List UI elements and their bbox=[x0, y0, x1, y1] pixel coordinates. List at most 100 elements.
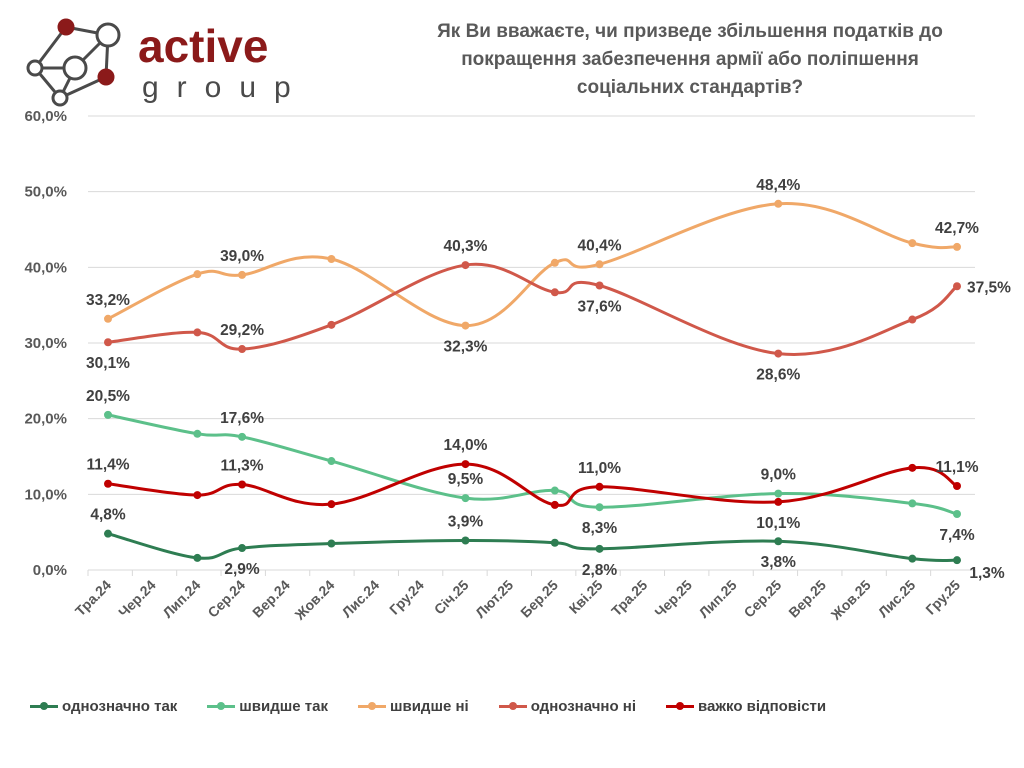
legend-item-4: однозначно ні bbox=[498, 697, 637, 715]
legend-line-marker-icon bbox=[357, 702, 386, 710]
data-label: 8,3% bbox=[582, 520, 618, 537]
data-point bbox=[774, 199, 783, 208]
data-point bbox=[193, 328, 202, 337]
data-label: 11,1% bbox=[935, 459, 978, 476]
title-line-2: покращення забезпечення армії або поліпш… bbox=[461, 49, 919, 70]
legend: однозначно так швидше так швидше ні однозна… bbox=[30, 693, 1010, 719]
data-label: 29,2% bbox=[220, 322, 264, 339]
data-label: 48,4% bbox=[756, 177, 800, 194]
data-point bbox=[327, 320, 336, 329]
series-group bbox=[104, 199, 961, 565]
legend-label: однозначно так bbox=[62, 697, 178, 715]
legend-line-marker-icon bbox=[30, 702, 58, 710]
data-label: 9,0% bbox=[761, 467, 797, 484]
data-point bbox=[908, 239, 917, 248]
series-line bbox=[106, 413, 959, 516]
line-chart: 0,0% 10,0% 20,0% 30,0% 40,0% 50,0% 60,0% Тра.2… bbox=[24, 108, 1011, 624]
y-tick-label: 60,0% bbox=[24, 108, 67, 125]
series-2 bbox=[104, 410, 961, 519]
series-line bbox=[106, 262, 959, 356]
series-line bbox=[106, 462, 959, 507]
series-3 bbox=[104, 199, 961, 330]
data-point bbox=[550, 538, 559, 547]
x-tick-label: Гру.24 bbox=[386, 577, 427, 618]
data-label: 37,6% bbox=[578, 298, 622, 315]
x-tick-label: Тра.25 bbox=[608, 577, 650, 619]
data-point bbox=[238, 345, 247, 354]
data-point bbox=[193, 270, 202, 279]
data-label: 9,5% bbox=[448, 471, 484, 488]
data-point bbox=[104, 314, 112, 323]
data-point bbox=[908, 463, 917, 472]
data-label: 3,8% bbox=[761, 554, 797, 571]
data-label: 4,8% bbox=[90, 507, 126, 524]
data-point bbox=[774, 537, 783, 546]
x-tick-label: Лют.25 bbox=[472, 577, 516, 621]
y-tick-label: 40,0% bbox=[24, 259, 67, 276]
legend-label: швидше так bbox=[239, 697, 328, 715]
data-point bbox=[193, 491, 202, 500]
data-point bbox=[327, 255, 336, 264]
y-axis: 0,0% 10,0% 20,0% 30,0% 40,0% 50,0% 60,0% bbox=[24, 108, 67, 579]
series-1 bbox=[104, 529, 961, 565]
data-point bbox=[953, 282, 961, 291]
data-label: 11,3% bbox=[220, 457, 263, 474]
x-tick-label: Чер.24 bbox=[115, 577, 159, 621]
y-tick-label: 30,0% bbox=[24, 335, 67, 352]
data-label: 17,6% bbox=[220, 410, 264, 427]
x-tick-label: Лис.25 bbox=[875, 577, 919, 621]
data-label: 28,6% bbox=[756, 367, 800, 384]
data-point bbox=[550, 258, 559, 267]
legend-line-marker-icon bbox=[666, 702, 695, 710]
data-point bbox=[461, 460, 470, 469]
data-point bbox=[774, 349, 783, 358]
x-tick-label: Лип.24 bbox=[159, 577, 203, 621]
data-label: 11,0% bbox=[578, 460, 621, 477]
data-point bbox=[238, 270, 247, 279]
chart-title: Як Ви вважаєте, чи призведе збільшення п… bbox=[370, 18, 1010, 102]
x-tick-label: Жов.24 bbox=[291, 577, 338, 624]
data-label: 20,5% bbox=[86, 388, 130, 405]
x-tick-label: Січ.25 bbox=[431, 577, 472, 618]
legend-item-3: швидше ні bbox=[357, 698, 469, 715]
data-point bbox=[327, 500, 336, 509]
data-label: 40,4% bbox=[578, 237, 622, 254]
legend-item-2: швидше так bbox=[207, 698, 328, 715]
y-tick-label: 10,0% bbox=[24, 486, 67, 503]
y-tick-label: 0,0% bbox=[33, 562, 67, 579]
data-point bbox=[908, 499, 917, 508]
data-point bbox=[908, 315, 917, 324]
data-point bbox=[908, 554, 917, 563]
data-point bbox=[193, 553, 202, 562]
data-point bbox=[461, 494, 470, 503]
data-label: 33,2% bbox=[86, 292, 130, 309]
series-4 bbox=[104, 261, 961, 358]
x-tick-label: Сер.25 bbox=[741, 577, 785, 621]
data-label: 37,5% bbox=[967, 279, 1011, 296]
data-point bbox=[550, 500, 559, 509]
data-point bbox=[595, 281, 604, 290]
legend-item-5: важко відповісти bbox=[666, 698, 826, 715]
data-label: 42,7% bbox=[935, 220, 979, 237]
data-point bbox=[104, 410, 112, 419]
data-label: 30,1% bbox=[86, 355, 130, 372]
y-tick-label: 20,0% bbox=[24, 411, 67, 428]
data-point bbox=[550, 486, 559, 495]
data-point bbox=[550, 288, 559, 297]
x-tick-label: Вер.24 bbox=[249, 577, 293, 621]
data-point bbox=[461, 321, 470, 330]
legend-label: однозначно ні bbox=[530, 697, 637, 715]
x-tick-label: Тра.24 bbox=[72, 577, 114, 619]
series-line bbox=[106, 532, 959, 563]
data-label: 7,4% bbox=[939, 527, 975, 544]
data-point bbox=[238, 432, 247, 441]
title-line-1: Як Ви вважаєте, чи призведе збільшення п… bbox=[437, 21, 943, 42]
data-label: 1,3% bbox=[969, 565, 1005, 582]
data-point bbox=[595, 544, 604, 553]
data-point bbox=[104, 479, 112, 488]
data-point bbox=[461, 536, 470, 545]
data-label: 11,4% bbox=[86, 457, 129, 474]
x-tick-label: Чер.25 bbox=[651, 577, 695, 621]
legend-line-marker-icon bbox=[207, 702, 236, 710]
